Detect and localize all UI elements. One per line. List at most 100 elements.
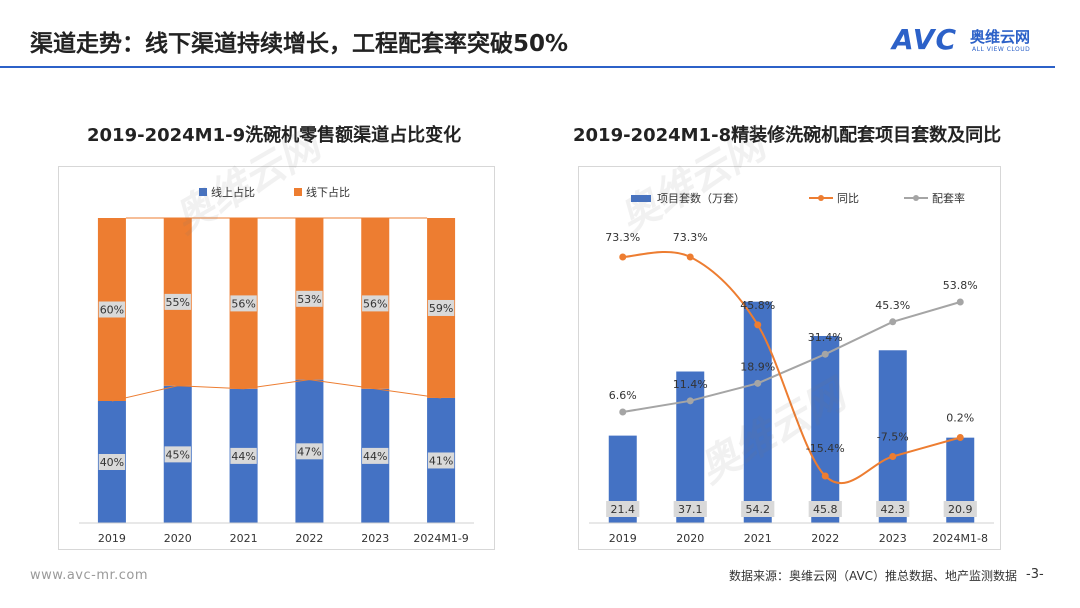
- legend-marker-yoy: [818, 195, 824, 201]
- logo-mark: AVC: [892, 23, 957, 56]
- data-label-yoy: 0.2%: [946, 411, 974, 424]
- data-label-rate: 31.4%: [808, 331, 843, 344]
- left-chart-svg: 线上占比 线下占比 40% 60% 2019 45% 55% 2020 44% 56% 2021 47…: [79, 185, 474, 545]
- marker-yoy: [686, 253, 694, 261]
- data-label-online-bg: [427, 452, 455, 469]
- data-label-online-bg: [362, 447, 389, 464]
- marker-yoy: [889, 452, 897, 460]
- right-chart-title: 2019-2024M1-8精装修洗碗机配套项目套数及同比: [573, 125, 1002, 146]
- legend-label-projects: 项目套数（万套）: [657, 192, 745, 205]
- data-label-offline: 56%: [231, 297, 255, 310]
- left-chart-title: 2019-2024M1-9洗碗机零售额渠道占比变化: [87, 125, 462, 146]
- x-tick-label: 2023: [361, 532, 389, 545]
- data-label-rate: 6.6%: [609, 389, 637, 402]
- data-label-projects-bg: [876, 501, 910, 517]
- data-label-offline: 53%: [297, 293, 321, 306]
- data-label-online-bg: [296, 443, 323, 460]
- series-line-rate: [622, 301, 961, 413]
- data-label-yoy: -15.4%: [806, 442, 845, 455]
- data-label-offline: 59%: [429, 302, 453, 315]
- data-label-online-bg: [98, 454, 126, 470]
- data-label-online: 44%: [363, 450, 387, 463]
- x-tick-label: 2024M1-9: [413, 532, 468, 545]
- footer-source: 数据来源：奥维云网（AVC）推总数据、地产监测数据: [729, 569, 1018, 583]
- bar-projects: [878, 350, 907, 523]
- x-tick-label: 2020: [676, 532, 704, 545]
- data-label-yoy: 45.8%: [740, 299, 775, 312]
- data-label-projects: 54.2: [746, 503, 771, 516]
- data-label-projects-bg: [741, 501, 775, 517]
- data-label-online: 47%: [297, 445, 321, 458]
- x-tick-label: 2019: [98, 532, 126, 545]
- right-chart-panel: 项目套数（万套） 同比 配套率 21.4 2019 37.1 2020 54.2 2021 45.…: [578, 166, 1001, 550]
- series-line-online: [111, 379, 442, 402]
- legend-swatch-online: [199, 188, 207, 196]
- data-label-projects-bg: [606, 501, 640, 517]
- bar-projects: [811, 335, 840, 523]
- data-label-projects: 42.3: [881, 503, 906, 516]
- marker-rate: [619, 408, 627, 416]
- right-chart-svg: 项目套数（万套） 同比 配套率 21.4 2019 37.1 2020 54.2 2021 45.…: [589, 191, 994, 545]
- data-label-rate: 53.8%: [943, 279, 978, 292]
- data-label-yoy: 73.3%: [605, 231, 640, 244]
- marker-yoy: [619, 253, 627, 261]
- logo-cn-text: 奥维云网: [970, 28, 1031, 46]
- data-label-offline-bg: [98, 301, 126, 318]
- data-label-offline: 60%: [100, 304, 124, 317]
- data-label-rate: 45.3%: [875, 299, 910, 312]
- data-label-offline-bg: [296, 290, 323, 307]
- legend-swatch-offline: [294, 188, 302, 196]
- data-label-projects: 21.4: [611, 503, 636, 516]
- footer-url[interactable]: www.avc-mr.com: [30, 568, 149, 583]
- legend-label-yoy: 同比: [837, 192, 859, 205]
- left-chart-panel: 线上占比 线下占比 40% 60% 2019 45% 55% 2020 44% 56% 2021 47…: [58, 166, 495, 550]
- page-number: -3-: [1026, 567, 1044, 582]
- bar-projects: [743, 301, 772, 523]
- x-tick-label: 2021: [230, 532, 258, 545]
- data-label-online-bg: [230, 447, 257, 464]
- data-label-online-bg: [164, 446, 191, 463]
- marker-rate: [889, 318, 897, 326]
- data-label-projects-bg: [673, 501, 707, 517]
- x-tick-label: 2024M1-8: [933, 532, 988, 545]
- avc-logo: AVC 奥维云网 ALL VIEW CLOUD: [892, 24, 1054, 58]
- legend-label-online: 线上占比: [211, 185, 255, 199]
- legend-label-offline: 线下占比: [306, 185, 350, 199]
- x-tick-label: 2020: [164, 532, 192, 545]
- data-label-online: 45%: [166, 448, 190, 461]
- data-label-offline: 55%: [166, 296, 190, 309]
- data-label-projects: 37.1: [678, 503, 703, 516]
- data-label-offline-bg: [230, 295, 257, 312]
- data-label-projects-bg: [808, 501, 842, 517]
- bar-projects: [676, 371, 705, 523]
- legend-marker-rate: [913, 195, 919, 201]
- data-label-yoy: 73.3%: [673, 231, 708, 244]
- marker-yoy: [821, 472, 829, 480]
- header-divider: [0, 66, 1055, 68]
- x-tick-label: 2021: [744, 532, 772, 545]
- marker-yoy: [956, 433, 964, 441]
- x-tick-label: 2019: [609, 532, 637, 545]
- data-label-projects: 20.9: [948, 503, 973, 516]
- legend-label-rate: 配套率: [932, 191, 965, 205]
- marker-rate: [686, 397, 694, 405]
- data-label-offline-bg: [362, 295, 389, 312]
- data-label-yoy: -7.5%: [877, 430, 909, 443]
- page-title: 渠道走势：线下渠道持续增长，工程配套率突破50%: [30, 31, 569, 57]
- data-label-offline: 56%: [363, 297, 387, 310]
- data-label-online: 40%: [100, 456, 124, 469]
- data-label-offline-bg: [164, 293, 191, 310]
- data-label-projects-bg: [943, 501, 977, 517]
- x-tick-label: 2022: [295, 532, 323, 545]
- legend-swatch-projects: [631, 195, 651, 202]
- data-label-online: 41%: [429, 454, 453, 467]
- data-label-online: 44%: [231, 450, 255, 463]
- series-line-yoy: [622, 250, 961, 485]
- data-label-projects: 45.8: [813, 503, 838, 516]
- marker-rate: [956, 298, 964, 306]
- logo-en-text: ALL VIEW CLOUD: [972, 46, 1031, 53]
- x-tick-label: 2023: [879, 532, 907, 545]
- marker-yoy: [754, 321, 762, 329]
- data-label-rate: 11.4%: [673, 378, 708, 391]
- x-tick-label: 2022: [811, 532, 839, 545]
